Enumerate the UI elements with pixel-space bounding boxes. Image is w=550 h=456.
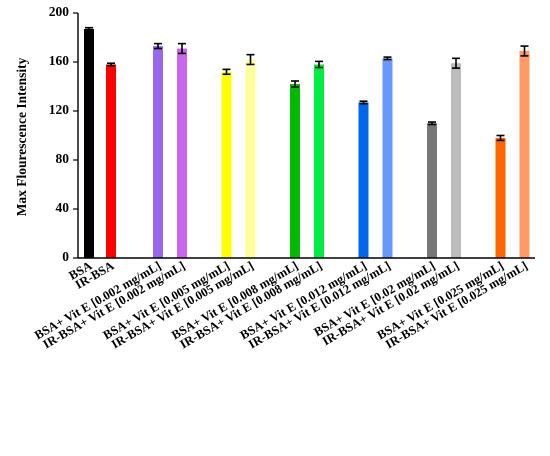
bar (382, 58, 393, 259)
y-tick-label: 0 (62, 249, 69, 264)
bars-layer (84, 28, 530, 259)
error-bar (291, 80, 299, 88)
error-bar (246, 53, 255, 66)
error-bar (359, 100, 368, 105)
error-bar (222, 68, 231, 76)
error-bar (315, 60, 323, 69)
bar (106, 64, 116, 258)
y-tick-label: 200 (49, 4, 70, 19)
error-bar (85, 26, 93, 31)
y-tick-label: 40 (56, 200, 70, 215)
bar (153, 46, 163, 259)
bar (177, 48, 187, 259)
bar (451, 63, 461, 258)
bar (314, 64, 324, 258)
y-tick-label: 120 (49, 102, 70, 117)
error-bars-layer (85, 26, 529, 142)
y-ticks-layer: 0 40 80 120 160 200 (49, 4, 78, 264)
bar (245, 59, 256, 258)
error-bar (520, 45, 529, 57)
error-bar (383, 56, 392, 61)
bar (290, 84, 300, 258)
error-bar (154, 42, 162, 50)
y-tick-label: 80 (56, 151, 70, 166)
bar (427, 123, 437, 258)
error-bar (496, 134, 505, 142)
bar (84, 28, 94, 258)
error-bar (178, 42, 186, 55)
bar (495, 137, 506, 258)
y-axis-title: Max Flourescence Intensity (14, 57, 29, 216)
error-bar (452, 57, 460, 69)
error-bar (107, 62, 115, 67)
bar (519, 50, 530, 258)
bar (358, 102, 369, 258)
error-bar (428, 121, 436, 126)
bar (221, 71, 232, 258)
y-tick-label: 160 (49, 53, 70, 68)
